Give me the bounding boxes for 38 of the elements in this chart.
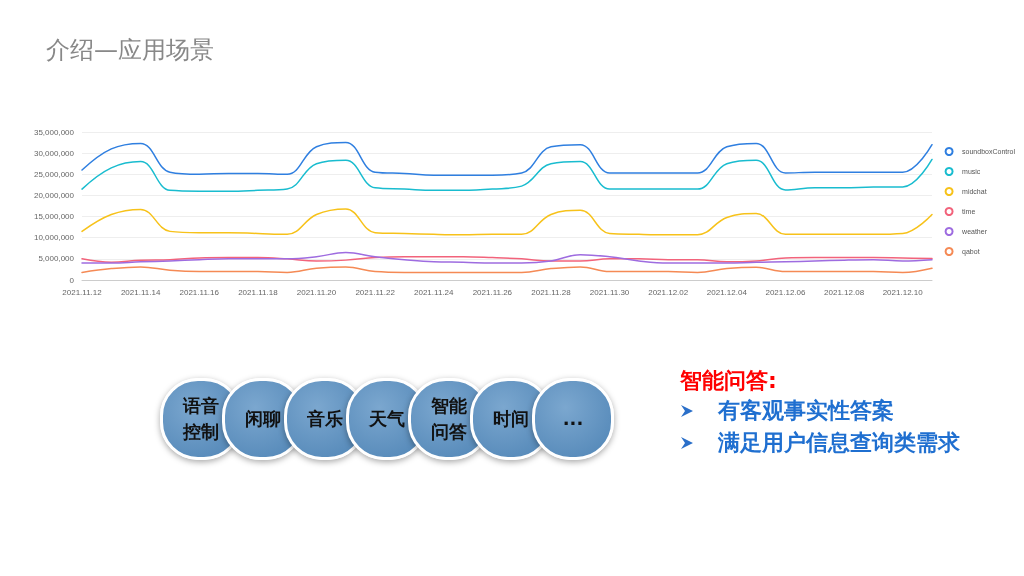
x-tick-label: 2021.11.14 xyxy=(120,287,161,297)
x-tick-label: 2021.12.06 xyxy=(765,287,807,297)
y-tick-label: 10,000,000 xyxy=(33,233,75,243)
x-tick-label: 2021.11.18 xyxy=(238,287,279,297)
x-tick-label: 2021.11.20 xyxy=(296,287,337,297)
text: 天气 xyxy=(369,407,405,431)
line-series xyxy=(81,158,933,192)
y-tick-label: 30,000,000 xyxy=(33,148,75,158)
x-tick-label: 2021.11.16 xyxy=(179,287,220,297)
x-tick-label: 2021.11.28 xyxy=(531,287,572,297)
text: 音乐 xyxy=(307,407,343,431)
y-tick-label: 35,000,000 xyxy=(33,127,75,137)
chart-title: 介绍—应用场景 xyxy=(46,35,214,66)
text: 有客观事实性答案 xyxy=(718,397,894,425)
x-tick-label: 2021.11.24 xyxy=(414,287,454,297)
line-series xyxy=(81,208,933,236)
y-tick-label: 20,000,000 xyxy=(33,190,75,200)
x-tick-label: 2021.11.26 xyxy=(472,287,513,297)
text: 智能问答 xyxy=(430,394,468,444)
x-tick-label: 2021.11.22 xyxy=(355,287,396,297)
text: 语音控制 xyxy=(181,394,220,444)
text: 闲聊 xyxy=(245,407,281,431)
line-series xyxy=(81,141,933,176)
text: 时间 xyxy=(493,407,529,431)
x-tick-label: 2021.12.08 xyxy=(824,287,865,297)
x-tick-label: 2021.11.12 xyxy=(62,287,103,297)
text: 智能问答: xyxy=(680,367,777,395)
x-tick-label: 2021.12.10 xyxy=(882,287,924,297)
text: ... xyxy=(562,407,584,431)
y-tick-label: 0 xyxy=(69,275,75,285)
x-tick-label: 2021.12.04 xyxy=(706,287,748,297)
y-tick-label: 5,000,000 xyxy=(38,254,75,264)
x-tick-label: 2021.11.30 xyxy=(589,287,630,297)
y-tick-label: 25,000,000 xyxy=(33,169,75,179)
x-tick-label: 2021.12.02 xyxy=(648,287,689,297)
y-tick-label: 15,000,000 xyxy=(33,212,75,222)
text: 满足用户信息查询类需求 xyxy=(718,429,960,457)
line-series xyxy=(81,251,933,264)
